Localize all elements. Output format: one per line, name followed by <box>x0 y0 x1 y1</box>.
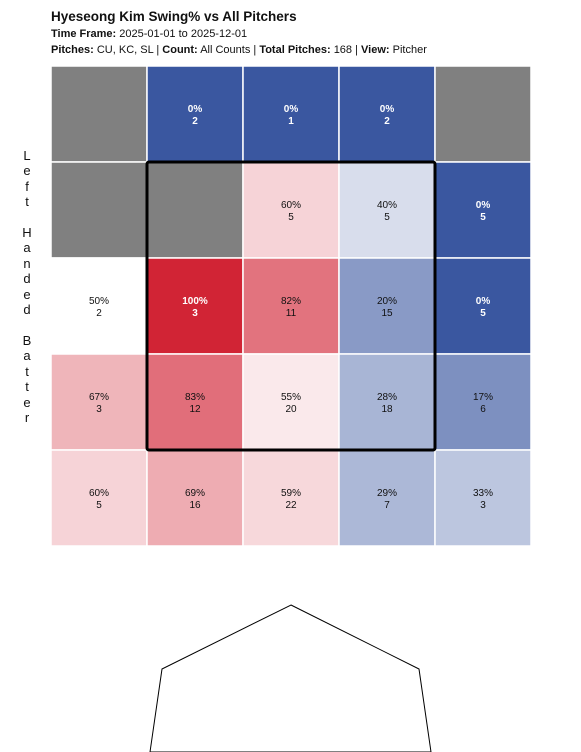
pitches-value: CU, KC, SL <box>96 44 154 56</box>
cell-percent-label: 67% <box>89 392 109 403</box>
cell-count-label: 6 <box>480 404 486 415</box>
heatmap-cell <box>242 449 340 547</box>
heatmap-cell <box>146 161 244 259</box>
heatmap-cell <box>434 65 532 163</box>
cell-percent-label: 100% <box>182 296 208 307</box>
heatmap-cell <box>434 449 532 547</box>
heatmap-cell <box>50 161 148 259</box>
heatmap-cells: 0%20%10%260%540%50%550%2100%382%1120%150… <box>50 65 532 547</box>
cell-count-label: 15 <box>381 308 393 319</box>
cell-percent-label: 0% <box>380 104 395 115</box>
time-frame-line: Time Frame: 2025-01-01 to 2025-12-01 <box>51 28 247 40</box>
cell-count-label: 5 <box>96 500 102 511</box>
cell-count-label: 16 <box>189 500 201 511</box>
time-frame-value: 2025-01-01 to 2025-12-01 <box>119 28 248 40</box>
cell-count-label: 2 <box>96 308 102 319</box>
cell-percent-label: 69% <box>185 488 205 499</box>
heatmap-cell <box>50 449 148 547</box>
heatmap-cell <box>242 257 340 355</box>
cell-percent-label: 0% <box>476 296 491 307</box>
cell-percent-label: 55% <box>281 392 301 403</box>
heatmap-cell <box>50 65 148 163</box>
heatmap-cell <box>434 353 532 451</box>
total-pitches-value: 168 <box>333 44 353 56</box>
cell-percent-label: 17% <box>473 392 493 403</box>
cell-percent-label: 82% <box>281 296 301 307</box>
cell-count-label: 5 <box>480 212 486 223</box>
cell-count-label: 11 <box>286 308 297 319</box>
count-value: All Counts <box>200 44 251 56</box>
count-label: Count: <box>162 44 198 56</box>
cell-percent-label: 50% <box>89 296 109 307</box>
heatmap-cell <box>242 161 340 259</box>
total-pitches-label: Total Pitches: <box>259 44 331 56</box>
cell-count-label: 5 <box>480 308 486 319</box>
cell-count-label: 5 <box>384 212 390 223</box>
cell-percent-label: 40% <box>377 200 397 211</box>
cell-percent-label: 0% <box>476 200 491 211</box>
heatmap-cell <box>146 353 244 451</box>
heatmap-cell <box>50 353 148 451</box>
cell-percent-label: 60% <box>89 488 109 499</box>
cell-percent-label: 20% <box>377 296 397 307</box>
cell-percent-label: 83% <box>185 392 205 403</box>
batter-side-label: L e f t H a n d e d B a t t e r <box>22 148 32 425</box>
view-label: View: <box>361 44 390 56</box>
home-plate <box>149 604 432 752</box>
cell-count-label: 7 <box>384 500 390 511</box>
cell-count-label: 20 <box>285 404 297 415</box>
cell-count-label: 3 <box>192 308 198 319</box>
cell-count-label: 22 <box>285 500 297 511</box>
heatmap-cell <box>338 353 436 451</box>
cell-percent-label: 0% <box>188 104 203 115</box>
heatmap-cell <box>50 257 148 355</box>
cell-count-label: 3 <box>96 404 102 415</box>
cell-percent-label: 0% <box>284 104 299 115</box>
chart-title: Hyeseong Kim Swing% vs All Pitchers <box>51 9 297 24</box>
cell-percent-label: 28% <box>377 392 397 403</box>
cell-count-label: 2 <box>192 116 198 127</box>
heatmap-cell <box>338 257 436 355</box>
heatmap-cell <box>242 353 340 451</box>
cell-count-label: 1 <box>288 116 294 127</box>
heatmap-cell <box>434 257 532 355</box>
cell-count-label: 12 <box>189 404 201 415</box>
cell-count-label: 5 <box>288 212 294 223</box>
cell-count-label: 18 <box>381 404 393 415</box>
cell-percent-label: 60% <box>281 200 301 211</box>
heatmap-cell <box>146 257 244 355</box>
view-value: Pitcher <box>392 44 427 56</box>
time-frame-label: Time Frame: <box>51 28 117 40</box>
cell-count-label: 3 <box>480 500 486 511</box>
cell-percent-label: 33% <box>473 488 493 499</box>
filter-line: Pitches: CU, KC, SL | Count: All Counts … <box>51 44 427 56</box>
heatmap-cell <box>146 449 244 547</box>
strike-zone-border <box>145 160 437 452</box>
pitches-label: Pitches: <box>51 44 94 56</box>
heatmap-cell <box>242 65 340 163</box>
cell-count-label: 2 <box>384 116 390 127</box>
cell-percent-label: 59% <box>281 488 301 499</box>
cell-percent-label: 29% <box>377 488 397 499</box>
heatmap-cell <box>338 65 436 163</box>
